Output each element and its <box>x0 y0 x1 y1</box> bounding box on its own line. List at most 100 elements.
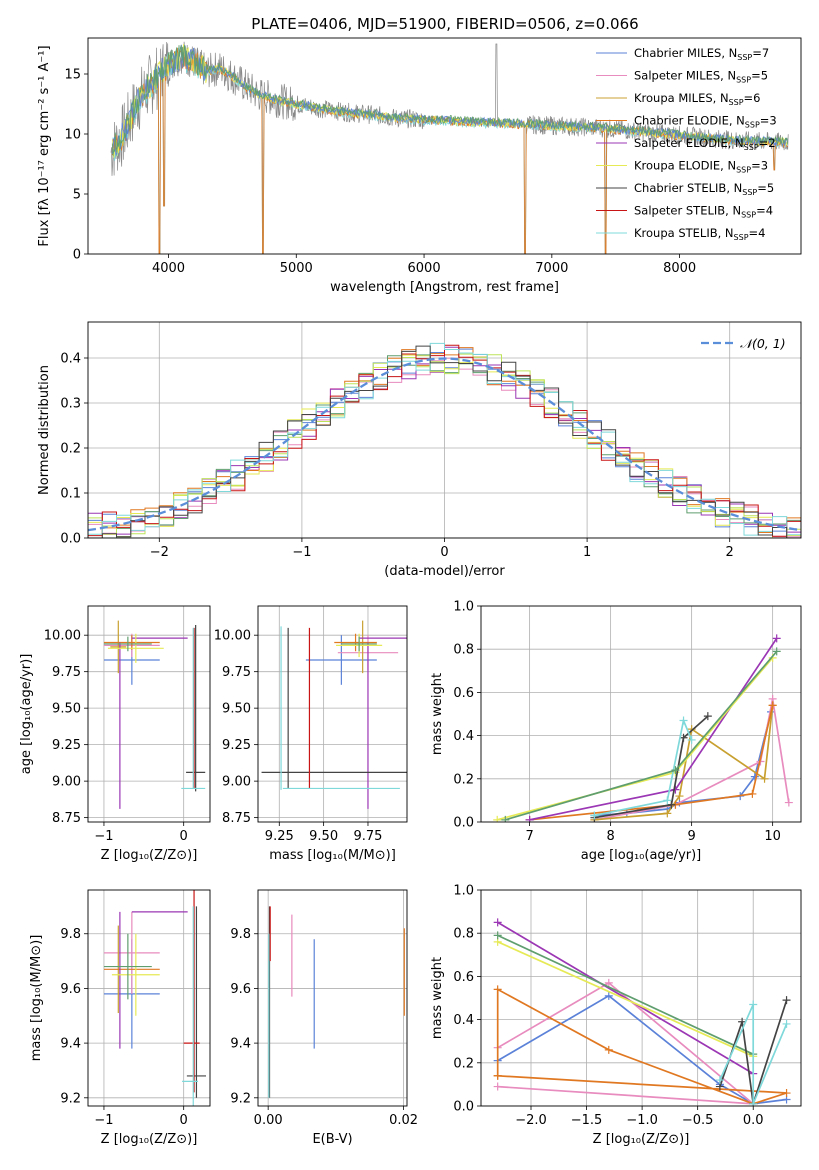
y-tick-label: 0 <box>73 248 81 263</box>
y-tick-label: 9.4 <box>60 1037 81 1052</box>
y-tick-label: 0.4 <box>453 1013 474 1028</box>
y-tick-label: 0.4 <box>60 352 81 367</box>
panel-spectrum: 4000 5000 6000 7000 8000 0 5 10 15 wavelength [An… <box>37 37 802 295</box>
legend-entry: Salpeter ELODIE, NSSP=2 <box>634 136 776 152</box>
plot-area <box>88 890 210 1106</box>
y-tick-label: 0.1 <box>60 487 81 502</box>
y-tick-label: 9.8 <box>230 927 251 942</box>
x-tick-label: −1 <box>94 1113 113 1128</box>
x-axis-label: wavelength [Angstrom, rest frame] <box>330 280 559 295</box>
series-marker <box>493 1071 502 1080</box>
y-tick-label: 8.75 <box>52 811 81 826</box>
series-marker <box>703 712 712 721</box>
y-tick-label: 9.4 <box>230 1037 251 1052</box>
series-marker <box>493 918 502 927</box>
y-tick-label: 0.8 <box>453 643 474 658</box>
y-tick-label: 0.8 <box>453 927 474 942</box>
panel-age-vs-mass: 9.25 9.50 9.75 8.75 9.00 9.25 9.50 9.75 10.00 mas… <box>214 605 408 863</box>
x-tick-label: 0 <box>180 829 188 844</box>
x-axis-label: E(B-V) <box>312 1132 352 1147</box>
series-marker <box>679 716 688 725</box>
panel-massweight-vs-age: 7 8 9 10 0.0 0.2 0.4 0.6 0.8 1.0 age [log₁₀(age/yr… <box>430 600 802 863</box>
x-tick-label: 1 <box>583 545 591 560</box>
y-tick-label: 10.00 <box>44 629 81 644</box>
y-axis-label: age [log₁₀(age/yr)] <box>19 654 34 775</box>
x-tick-label: 0 <box>180 1113 188 1128</box>
series-marker <box>760 774 769 783</box>
x-tick-label: 7 <box>525 829 533 844</box>
y-tick-label: 0.6 <box>453 970 474 985</box>
series-marker <box>493 931 502 940</box>
series-marker <box>493 815 502 822</box>
series-marker <box>501 815 510 822</box>
plot-area <box>88 606 210 822</box>
y-tick-label: 8.75 <box>222 811 251 826</box>
y-axis-label: mass weight <box>430 673 445 755</box>
series-marker <box>750 772 759 781</box>
legend-entry: Kroupa MILES, NSSP=6 <box>634 91 760 107</box>
y-axis-label: Normed distribution <box>37 365 52 495</box>
legend-entry: Chabrier ELODIE, NSSP=3 <box>634 114 777 130</box>
series-marker <box>768 701 777 710</box>
axes-frame <box>87 889 211 1107</box>
y-tick-label: 9.00 <box>222 775 251 790</box>
x-axis-label: (data-model)/error <box>384 564 505 579</box>
series-marker <box>667 800 676 809</box>
y-tick-label: 9.25 <box>52 738 81 753</box>
axes-frame <box>257 605 408 823</box>
x-tick-label: 5000 <box>280 261 313 276</box>
x-axis-label: Z [log₁₀(Z/Z⊙)] <box>593 1132 690 1147</box>
x-tick-label: 7000 <box>535 261 568 276</box>
plot-area <box>88 322 801 538</box>
axes-frame <box>480 889 802 1107</box>
y-tick-label: 9.2 <box>230 1091 251 1106</box>
y-tick-label: 9.2 <box>60 1091 81 1106</box>
legend-entry: Salpeter MILES, NSSP=5 <box>634 69 768 85</box>
legend-entry: Kroupa STELIB, NSSP=4 <box>634 226 765 242</box>
plot-area <box>481 890 801 1106</box>
x-tick-label: 9.25 <box>265 829 294 844</box>
series-line <box>497 934 754 1055</box>
series-marker <box>748 789 757 798</box>
x-axis-label: age [log₁₀(age/yr)] <box>581 848 702 863</box>
series-marker <box>493 985 502 994</box>
y-tick-label: 0.0 <box>60 532 81 547</box>
series-marker <box>772 647 781 656</box>
x-tick-label: 2 <box>726 545 734 560</box>
panel-mass-vs-Z: −1 0 9.2 9.4 9.6 9.8 Z [log₁₀(Z/Z⊙)] mass [log₁… <box>29 889 211 1147</box>
x-tick-label: 0.02 <box>389 1113 418 1128</box>
x-tick-label: 9 <box>687 829 695 844</box>
series-marker <box>671 766 680 775</box>
plot-area <box>258 890 407 1106</box>
x-tick-label: 0 <box>440 545 448 560</box>
legend-entry: 𝒩(0, 1) <box>740 336 786 351</box>
gaussian-curve <box>88 357 801 532</box>
series-line <box>594 705 774 821</box>
series-line <box>496 987 787 1105</box>
panel-age-vs-Z: −1 0 8.75 9.00 9.25 9.50 9.75 10.00 Z [log₁₀(Z/Z… <box>19 605 211 863</box>
series-marker <box>604 978 613 987</box>
legend-entry: Kroupa ELODIE, NSSP=3 <box>634 159 768 175</box>
y-tick-label: 0.0 <box>453 816 474 831</box>
series-marker <box>784 798 793 807</box>
axes-frame <box>257 889 408 1107</box>
y-axis-label: mass weight <box>430 957 445 1039</box>
x-tick-label: 9.50 <box>309 829 338 844</box>
y-tick-label: 9.6 <box>60 982 81 997</box>
series-line <box>529 705 774 821</box>
x-axis-label: mass [log₁₀(M/M⊙)] <box>269 848 396 863</box>
x-tick-label: 0.0 <box>743 1113 764 1128</box>
series-line <box>497 921 754 1075</box>
figure-title: PLATE=0406, MJD=51900, FIBERID=0506, z=0… <box>251 15 638 33</box>
x-tick-label: 8 <box>606 829 614 844</box>
series-marker <box>782 1019 791 1028</box>
x-tick-label: −1.5 <box>571 1113 603 1128</box>
x-tick-label: 4000 <box>152 261 185 276</box>
y-tick-label: 15 <box>64 68 81 83</box>
legend-entry: Chabrier STELIB, NSSP=5 <box>634 181 774 197</box>
series-line <box>719 1004 788 1105</box>
series-marker <box>604 1045 613 1054</box>
y-tick-label: 5 <box>73 188 81 203</box>
series-marker <box>663 809 672 818</box>
